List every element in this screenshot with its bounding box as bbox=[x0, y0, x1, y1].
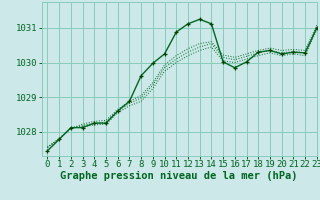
X-axis label: Graphe pression niveau de la mer (hPa): Graphe pression niveau de la mer (hPa) bbox=[60, 171, 298, 181]
